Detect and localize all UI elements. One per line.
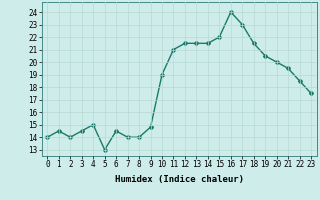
X-axis label: Humidex (Indice chaleur): Humidex (Indice chaleur) xyxy=(115,175,244,184)
